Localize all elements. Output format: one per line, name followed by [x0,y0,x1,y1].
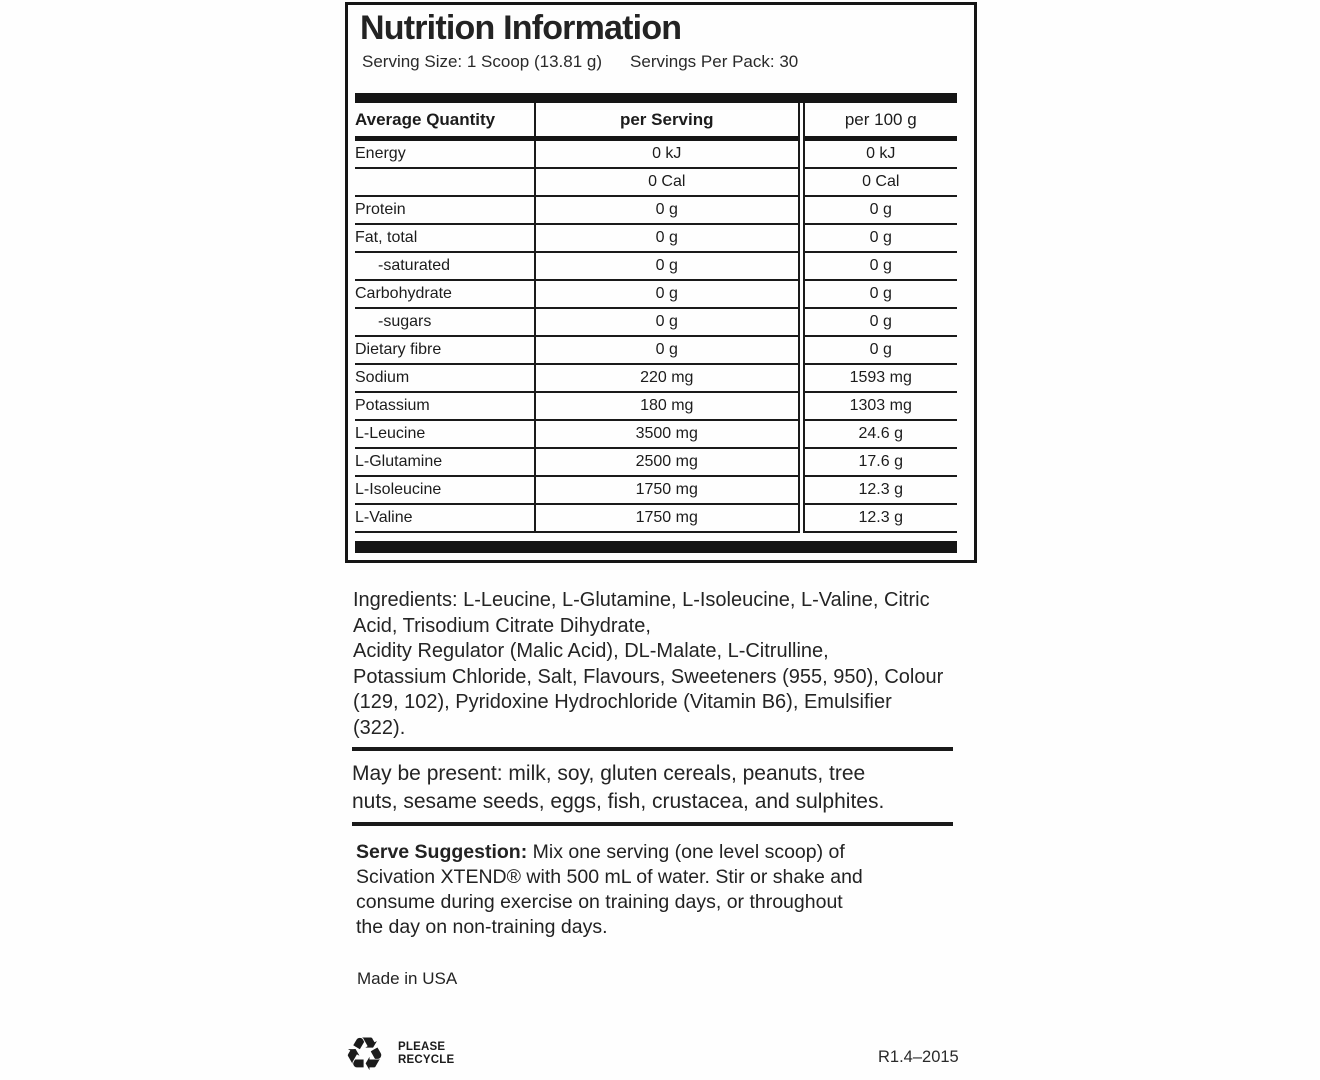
value-per-100g: 12.3 g [797,504,957,533]
column-header-per-serving: per Serving [534,103,801,141]
value-per-100g: 0 g [797,196,957,225]
servings-per-pack: Servings Per Pack: 30 [630,52,799,71]
serve-suggestion-text: Mix one serving (one level scoop) of Sci… [356,841,863,938]
value-per-serving: 220 mg [534,364,801,393]
table-row: Potassium 180 mg 1303 mg [355,392,957,421]
value-per-100g: 0 g [797,336,957,365]
nutrient-name: L-Valine [355,504,535,533]
value-per-serving: 180 mg [534,392,801,421]
table-row: L-Isoleucine 1750 mg 12.3 g [355,476,957,505]
nutrient-name: L-Glutamine [355,448,535,477]
value-per-serving: 1750 mg [534,476,801,505]
nutrient-name: L-Isoleucine [355,476,535,505]
value-per-serving: 0 g [534,308,801,337]
nutrient-name [355,168,535,197]
value-per-serving: 3500 mg [534,420,801,449]
value-per-100g: 1593 mg [797,364,957,393]
table-header-row: Average Quantity per Serving per 100 g [355,103,957,141]
table-row: L-Valine 1750 mg 12.3 g [355,504,957,533]
nutrient-name: Protein [355,196,535,225]
please-recycle-label: PLEASE RECYCLE [398,1041,455,1066]
nutrient-name: L-Leucine [355,420,535,449]
value-per-serving: 2500 mg [534,448,801,477]
nutrition-table-block: Average Quantity per Serving per 100 g E… [355,93,957,553]
nutrient-name: Potassium [355,392,535,421]
serve-suggestion-section: Serve Suggestion: Mix one serving (one l… [356,840,956,940]
nutrition-table: Average Quantity per Serving per 100 g E… [355,103,957,533]
made-in-usa-text: Made in USA [357,969,458,988]
nutrient-name: -sugars [355,308,535,337]
value-per-100g: 24.6 g [797,420,957,449]
table-row: L-Leucine 3500 mg 24.6 g [355,420,957,449]
divider-line [352,822,953,826]
value-per-100g: 17.6 g [797,448,957,477]
value-per-100g: 0 g [797,280,957,309]
serve-suggestion-label: Serve Suggestion: [356,841,528,863]
allergen-section: May be present: milk, soy, gluten cereal… [352,760,962,815]
value-per-100g: 0 g [797,252,957,281]
value-per-serving: 0 g [534,252,801,281]
nutrient-name: Sodium [355,364,535,393]
ingredients-text: Ingredients: L-Leucine, L-Glutamine, L-I… [353,589,944,739]
value-per-100g: 0 g [797,224,957,253]
value-per-serving: 0 g [534,336,801,365]
page-title: Nutrition Information [360,9,682,47]
table-bottom-bar [355,541,957,553]
table-row: Energy 0 kJ 0 kJ [355,138,957,169]
nutrition-panel: Nutrition Information Serving Size: 1 Sc… [345,2,977,563]
nutrient-name: Carbohydrate [355,280,535,309]
table-row: 0 Cal 0 Cal [355,168,957,197]
value-per-100g: 0 g [797,308,957,337]
value-per-100g: 0 kJ [797,138,957,169]
serving-size: Serving Size: 1 Scoop (13.81 g) [362,52,603,71]
value-per-serving: 0 g [534,224,801,253]
table-row: L-Glutamine 2500 mg 17.6 g [355,448,957,477]
value-per-serving: 1750 mg [534,504,801,533]
value-per-serving: 0 Cal [534,168,801,197]
nutrient-name: Dietary fibre [355,336,535,365]
may-be-present-text: May be present: milk, soy, gluten cereal… [352,762,885,813]
revision-code: R1.4–2015 [878,1048,959,1066]
recycle-icon: ♻ [344,1027,386,1080]
nutrient-name: Energy [355,138,535,169]
column-header-per-100g: per 100 g [797,103,957,141]
value-per-serving: 0 kJ [534,138,801,169]
nutrient-name: Fat, total [355,224,535,253]
value-per-serving: 0 g [534,280,801,309]
value-per-100g: 0 Cal [797,168,957,197]
ingredients-section: Ingredients: L-Leucine, L-Glutamine, L-I… [353,588,963,741]
table-top-bar [355,93,957,103]
nutrient-name: -saturated [355,252,535,281]
value-per-serving: 0 g [534,196,801,225]
table-row: Sodium 220 mg 1593 mg [355,364,957,393]
divider-line [352,747,953,751]
value-per-100g: 1303 mg [797,392,957,421]
column-header-average-quantity: Average Quantity [355,103,535,141]
serving-info: Serving Size: 1 Scoop (13.81 g) Servings … [362,52,798,72]
value-per-100g: 12.3 g [797,476,957,505]
